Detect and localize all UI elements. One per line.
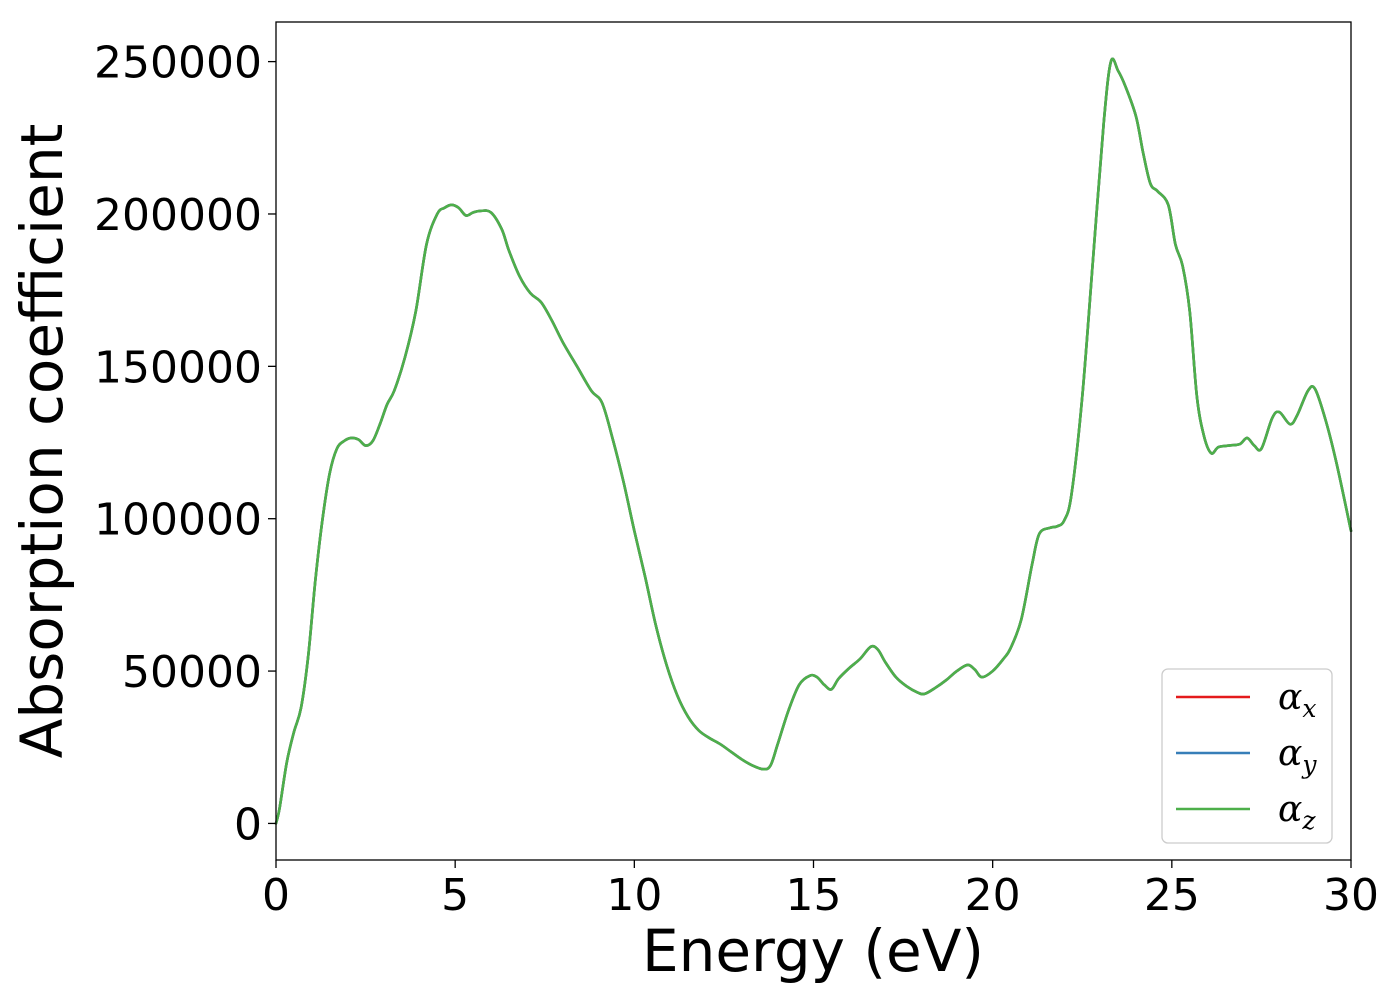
legend-subscript: y: [1301, 750, 1317, 779]
legend-symbol: α: [1278, 733, 1302, 774]
legend-label-alpha-y: αy: [1278, 733, 1317, 779]
y-tick-label: 50000: [122, 647, 262, 698]
y-axis-label: Absorption coefficient: [8, 124, 76, 759]
legend-label-alpha-x: αx: [1278, 677, 1316, 723]
legend-symbol: α: [1278, 789, 1302, 830]
x-tick-label: 25: [1144, 870, 1200, 921]
x-tick-label: 30: [1323, 870, 1379, 921]
y-tick-label: 250000: [94, 38, 262, 89]
legend-subscript: z: [1301, 806, 1316, 835]
y-tick-label: 100000: [94, 495, 262, 546]
legend-box: [1161, 668, 1333, 844]
y-axis: 0 50000 100000 150000 200000 250000: [94, 38, 276, 850]
x-axis: 0 5 10 15 20 25 30: [262, 860, 1379, 921]
x-tick-label: 15: [786, 870, 842, 921]
series-layer: [274, 57, 1353, 825]
x-tick-label: 20: [965, 870, 1021, 921]
x-tick-label: 10: [606, 870, 662, 921]
y-tick-label: 0: [234, 799, 262, 850]
y-tick-label: 200000: [94, 190, 262, 241]
x-tick-label: 0: [262, 870, 290, 921]
legend-subscript: x: [1302, 694, 1316, 723]
legend-label-alpha-z: αz: [1278, 789, 1316, 835]
y-tick-label: 150000: [94, 342, 262, 393]
x-tick-label: 5: [441, 870, 469, 921]
series-line-alpha-z: [274, 57, 1353, 825]
legend-symbol: α: [1278, 677, 1302, 718]
x-axis-label: Energy (eV): [642, 917, 984, 985]
